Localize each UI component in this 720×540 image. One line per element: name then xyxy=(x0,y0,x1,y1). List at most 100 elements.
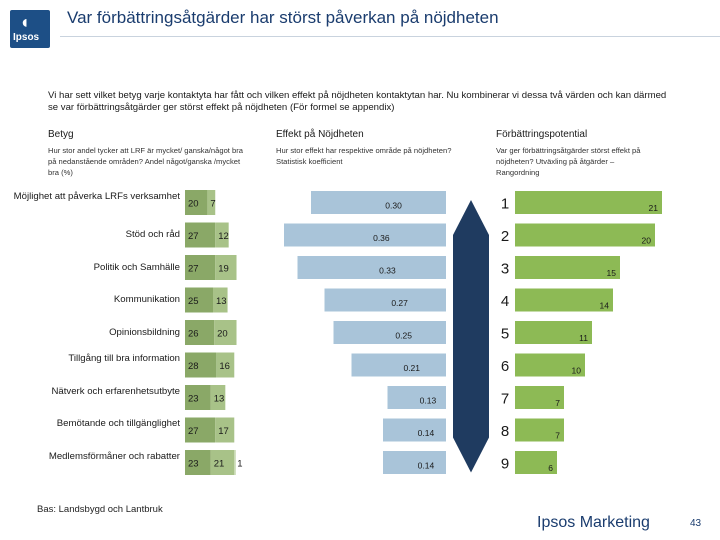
logo-mark-icon: ◖ xyxy=(19,12,30,32)
logo-text: Ipsos xyxy=(13,32,40,43)
row-label: Medlemsförmåner och rabatter xyxy=(48,450,180,462)
potential-bar xyxy=(515,288,613,312)
row-label: Politik och Samhälle xyxy=(93,261,180,273)
betyg-value-label: 27 xyxy=(188,264,199,275)
row-label: Kommunikation xyxy=(113,294,180,305)
row-label: Bemötande och tillgänglighet xyxy=(56,418,180,429)
betyg-value-label: 20 xyxy=(188,199,199,210)
potential-bar xyxy=(515,418,564,442)
betyg-bar xyxy=(185,385,211,410)
rank-number: 5 xyxy=(501,326,509,343)
potential-value-label: 7 xyxy=(555,398,560,408)
betyg-bar xyxy=(214,320,237,345)
effect-bar xyxy=(324,288,446,312)
betyg-value-label: 23 xyxy=(188,459,199,470)
effect-value-label: 0.14 xyxy=(418,428,435,438)
potential-bar xyxy=(515,223,655,247)
effect-value-label: 0.30 xyxy=(385,201,402,211)
rank-number: 8 xyxy=(501,423,509,440)
betyg-title: Betyg xyxy=(48,129,74,140)
rank-number: 4 xyxy=(501,293,509,310)
potential-value-label: 21 xyxy=(649,203,659,213)
page-title: Var förbättringsåtgärder har störst påve… xyxy=(67,8,499,27)
betyg-value-label: 16 xyxy=(219,361,230,372)
betyg-bar xyxy=(185,320,215,345)
rank-number: 3 xyxy=(501,261,509,278)
potential-bar xyxy=(515,386,564,409)
betyg-bar xyxy=(185,222,216,248)
rank-number: 9 xyxy=(501,456,509,473)
rank-number: 2 xyxy=(501,228,509,245)
arrow-shape xyxy=(453,200,489,473)
betyg-value-label: 28 xyxy=(188,361,199,372)
row-label: Nätverk och erfarenhetsutbyte xyxy=(51,385,180,397)
betyg-bar xyxy=(185,287,213,313)
rank-number: 1 xyxy=(501,196,509,213)
row-label: Stöd och råd xyxy=(125,229,180,240)
effect-bar xyxy=(387,386,446,409)
potential-value-label: 11 xyxy=(579,333,588,343)
potential-title: Förbättringspotential xyxy=(496,129,588,140)
source-note: Bas: Landsbygd och Lantbruk xyxy=(37,504,163,515)
betyg-value-label: 7 xyxy=(210,199,215,210)
betyg-bar xyxy=(185,255,216,280)
effect-bar xyxy=(383,451,446,474)
title-divider xyxy=(60,36,720,37)
betyg-value-label: 27 xyxy=(188,231,199,242)
betyg-bar xyxy=(234,450,236,475)
row-label: Opinionsbildning xyxy=(109,326,180,338)
effect-bar xyxy=(351,353,446,377)
betyg-bar xyxy=(215,417,235,443)
potential-value-label: 20 xyxy=(642,236,652,246)
betyg-value-label: 12 xyxy=(218,231,229,242)
betyg-value-label: 1 xyxy=(237,459,242,470)
betyg-value-label: 21 xyxy=(214,459,225,470)
betyg-value-label: 17 xyxy=(218,426,229,437)
potential-bar xyxy=(515,321,592,344)
rank-number: 6 xyxy=(501,358,509,375)
potential-value-label: 7 xyxy=(555,431,560,441)
betyg-bar xyxy=(216,352,235,378)
betyg-bar xyxy=(215,222,229,248)
effect-value-label: 0.36 xyxy=(373,233,390,243)
betyg-value-label: 26 xyxy=(188,329,199,340)
row-label: Tillgång till bra information xyxy=(68,353,180,364)
effect-bar xyxy=(284,223,446,247)
potential-bar xyxy=(515,191,662,214)
effect-value-label: 0.14 xyxy=(418,461,435,471)
effect-value-label: 0.13 xyxy=(420,396,437,406)
betyg-value-label: 13 xyxy=(216,296,227,307)
row-label: Möjlighet att påverka LRFs verksamhet xyxy=(13,190,180,202)
effect-value-label: 0.25 xyxy=(395,331,412,341)
potential-bar xyxy=(515,353,585,377)
rank-number: 7 xyxy=(501,391,509,408)
effect-bar xyxy=(333,321,446,344)
ipsos-logo: ◖ Ipsos xyxy=(10,10,50,48)
betyg-value-label: 20 xyxy=(217,329,228,340)
effekt-title: Effekt på Nöjdheten xyxy=(276,129,364,140)
potential-value-label: 6 xyxy=(548,463,553,473)
effect-value-label: 0.27 xyxy=(391,298,408,308)
betyg-value-label: 25 xyxy=(188,296,199,307)
potential-value-label: 15 xyxy=(607,268,617,278)
betyg-value-label: 19 xyxy=(218,264,229,275)
betyg-value-label: 13 xyxy=(214,394,225,405)
intro-text: Vi har sett vilket betyg varje kontaktyt… xyxy=(48,90,667,113)
potential-subtitle: Var ger förbättringsåtgärder störst effe… xyxy=(496,146,641,177)
betyg-value-label: 27 xyxy=(188,426,199,437)
effect-value-label: 0.33 xyxy=(379,266,396,276)
potential-value-label: 10 xyxy=(572,366,582,376)
potential-value-label: 14 xyxy=(600,301,610,311)
page-number: 43 xyxy=(690,518,702,529)
brand-name: Ipsos Marketing xyxy=(537,514,650,531)
betyg-bar xyxy=(210,450,235,475)
potential-bar xyxy=(515,256,620,279)
effekt-subtitle: Hur stor effekt har respektive område på… xyxy=(276,146,452,166)
effect-bar xyxy=(311,191,446,214)
betyg-bar xyxy=(185,352,217,378)
effect-bar xyxy=(383,418,446,442)
betyg-bar xyxy=(185,450,211,475)
betyg-bar xyxy=(185,417,216,443)
betyg-bar xyxy=(215,255,237,280)
betyg-bar xyxy=(213,287,228,313)
